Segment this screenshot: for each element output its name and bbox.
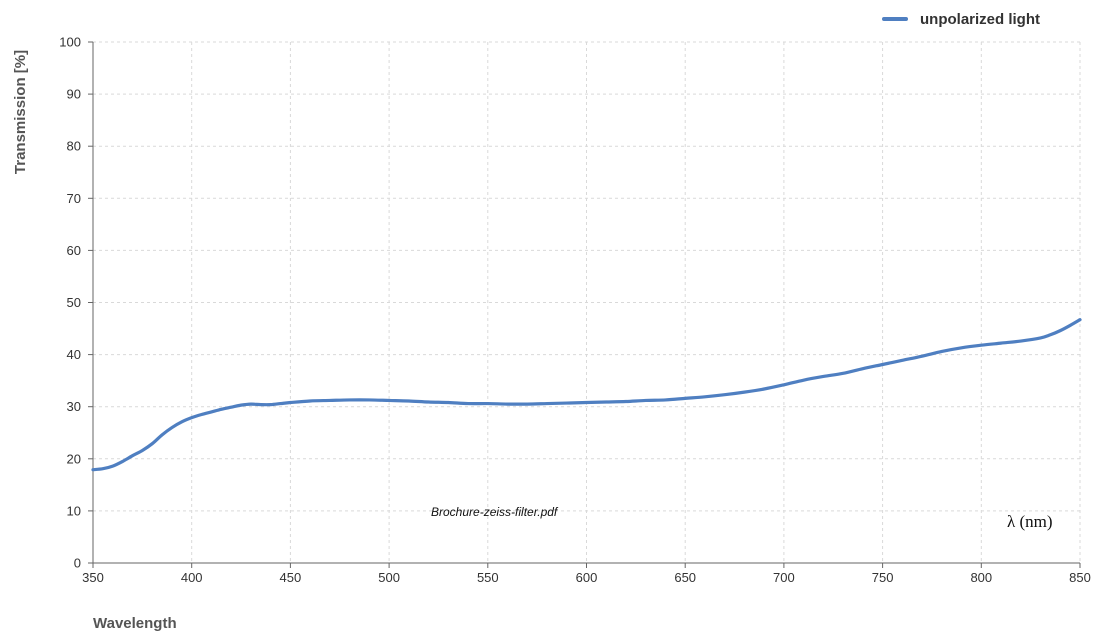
y-tick-label: 30 <box>67 399 81 414</box>
x-tick-label: 700 <box>773 570 795 585</box>
x-tick-label: 400 <box>181 570 203 585</box>
legend-label: unpolarized light <box>920 11 1040 28</box>
y-tick-label: 20 <box>67 451 81 466</box>
x-tick-label: 500 <box>378 570 400 585</box>
y-tick-label: 90 <box>67 87 81 102</box>
x-tick-label: 800 <box>970 570 992 585</box>
tick-labels: 0 10 20 30 40 50 60 70 80 90 100 350 400 450 500 550 600… <box>59 35 1091 586</box>
y-tick-label: 0 <box>74 556 81 571</box>
x-tick-label: 850 <box>1069 570 1091 585</box>
x-tick-label: 550 <box>477 570 499 585</box>
y-tick-label: 50 <box>67 295 81 310</box>
y-tick-label: 70 <box>67 191 81 206</box>
x-tick-label: 450 <box>280 570 302 585</box>
x-axis-title: Wavelength <box>93 615 177 632</box>
y-tick-label: 80 <box>67 139 81 154</box>
x-tick-label: 650 <box>674 570 696 585</box>
grid <box>93 41 1081 563</box>
y-tick-label: 10 <box>67 503 81 518</box>
axes <box>88 41 1081 568</box>
y-tick-label: 100 <box>59 35 81 50</box>
legend: unpolarized light <box>882 11 1040 28</box>
x-tick-label: 350 <box>82 570 104 585</box>
source-annotation: Brochure-zeiss-filter.pdf <box>431 505 559 519</box>
series-line-unpolarized-light <box>91 318 1082 472</box>
series-layer <box>91 318 1082 472</box>
y-tick-label: 60 <box>67 243 81 258</box>
unit-annotation: λ (nm) <box>1007 512 1053 531</box>
y-axis-title: Transmission [%] <box>12 50 29 174</box>
x-tick-label: 750 <box>872 570 894 585</box>
x-tick-label: 600 <box>576 570 598 585</box>
y-tick-label: 40 <box>67 347 81 362</box>
